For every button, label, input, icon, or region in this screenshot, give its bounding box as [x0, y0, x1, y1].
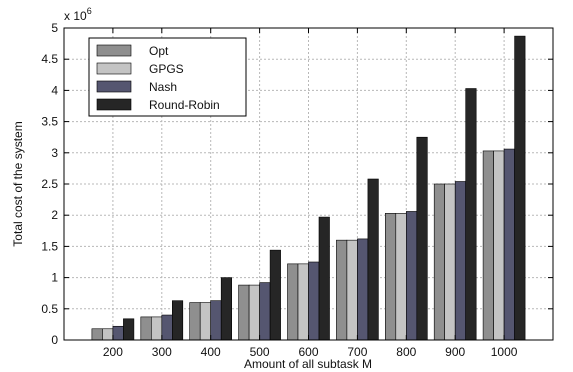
- bar-round-robin-600: [318, 216, 330, 341]
- y-tick-label: 0: [51, 333, 58, 347]
- bar-opt-400: [189, 302, 201, 341]
- bar-opt-300: [140, 316, 152, 341]
- bar-group: [91, 35, 526, 341]
- bar-nash-900: [454, 181, 467, 341]
- y-tick-label: 0.5: [41, 302, 58, 316]
- legend-swatch: [96, 98, 132, 111]
- bar-gpgs-1000: [493, 150, 505, 341]
- bar-round-robin-300: [172, 300, 184, 341]
- bar-gpgs-600: [297, 263, 309, 341]
- y-tick-label: 2: [51, 208, 58, 222]
- bar-round-robin-500: [269, 249, 281, 341]
- legend: Opt GPGS Nash Round-Robin: [88, 37, 247, 117]
- legend-label: Nash: [149, 80, 177, 94]
- x-tick-label: 400: [201, 345, 221, 359]
- bar-round-robin-800: [416, 136, 428, 341]
- legend-label: Round-Robin: [149, 98, 220, 112]
- bar-gpgs-700: [346, 239, 358, 341]
- axis-ticks: 0 0.5 1 1.5 2 2.5 3 3.5 4 4.5 5 200 300 400 500 600 700 8…: [41, 21, 553, 359]
- legend-items: Opt GPGS Nash Round-Robin: [96, 44, 220, 112]
- y-tick-label: 4: [51, 83, 58, 97]
- y-tick-label: 3: [51, 146, 58, 160]
- bar-opt-900: [433, 183, 446, 341]
- bar-opt-600: [287, 263, 299, 341]
- y-axis-multiplier: x 106: [64, 6, 92, 23]
- x-tick-label: 700: [347, 345, 367, 359]
- y-tick-label: 5: [51, 21, 58, 35]
- y-tick-label: 3.5: [41, 115, 58, 129]
- bar-nash-500: [259, 282, 271, 341]
- bar-nash-400: [210, 300, 222, 341]
- bar-round-robin-900: [465, 88, 477, 341]
- bar-round-robin-700: [367, 178, 379, 341]
- x-tick-label: 500: [250, 345, 270, 359]
- bar-nash-800: [405, 211, 418, 341]
- legend-swatch: [96, 44, 132, 57]
- x-tick-label: 600: [298, 345, 318, 359]
- legend-swatch: [96, 62, 132, 75]
- x-tick-label: 200: [103, 345, 123, 359]
- bar-round-robin-1000: [514, 35, 526, 341]
- y-tick-label: 2.5: [41, 177, 58, 191]
- bar-gpgs-400: [199, 302, 211, 341]
- legend-label: GPGS: [149, 62, 184, 76]
- y-axis-multiplier-exponent: 6: [87, 6, 92, 16]
- y-tick-label: 1.5: [41, 239, 58, 253]
- bar-nash-1000: [503, 148, 515, 341]
- y-tick-label: 1: [51, 271, 58, 285]
- x-axis-title: Amount of all subtask M: [244, 357, 372, 371]
- bar-gpgs-500: [248, 284, 260, 341]
- y-tick-label: 4.5: [41, 52, 58, 66]
- x-tick-label: 800: [396, 345, 416, 359]
- bar-opt-500: [238, 284, 250, 341]
- bar-gpgs-300: [151, 316, 163, 341]
- bar-nash-700: [357, 238, 369, 341]
- legend-label: Opt: [149, 44, 169, 58]
- x-tick-label: 300: [152, 345, 172, 359]
- bar-opt-800: [384, 213, 397, 341]
- bar-opt-1000: [482, 150, 494, 341]
- bar-round-robin-200: [123, 318, 135, 341]
- legend-swatch: [96, 80, 132, 93]
- bar-opt-700: [336, 239, 348, 341]
- bar-round-robin-400: [220, 277, 232, 341]
- x-tick-label: 1000: [491, 345, 518, 359]
- bar-nash-600: [308, 261, 320, 341]
- x-tick-label: 900: [445, 345, 465, 359]
- bar-nash-200: [112, 325, 124, 341]
- bar-gpgs-800: [395, 213, 407, 341]
- bar-gpgs-200: [102, 328, 114, 341]
- bar-opt-200: [91, 328, 103, 341]
- y-axis-title: Total cost of the system: [11, 121, 25, 246]
- bar-gpgs-900: [444, 183, 456, 341]
- bar-nash-300: [161, 314, 173, 341]
